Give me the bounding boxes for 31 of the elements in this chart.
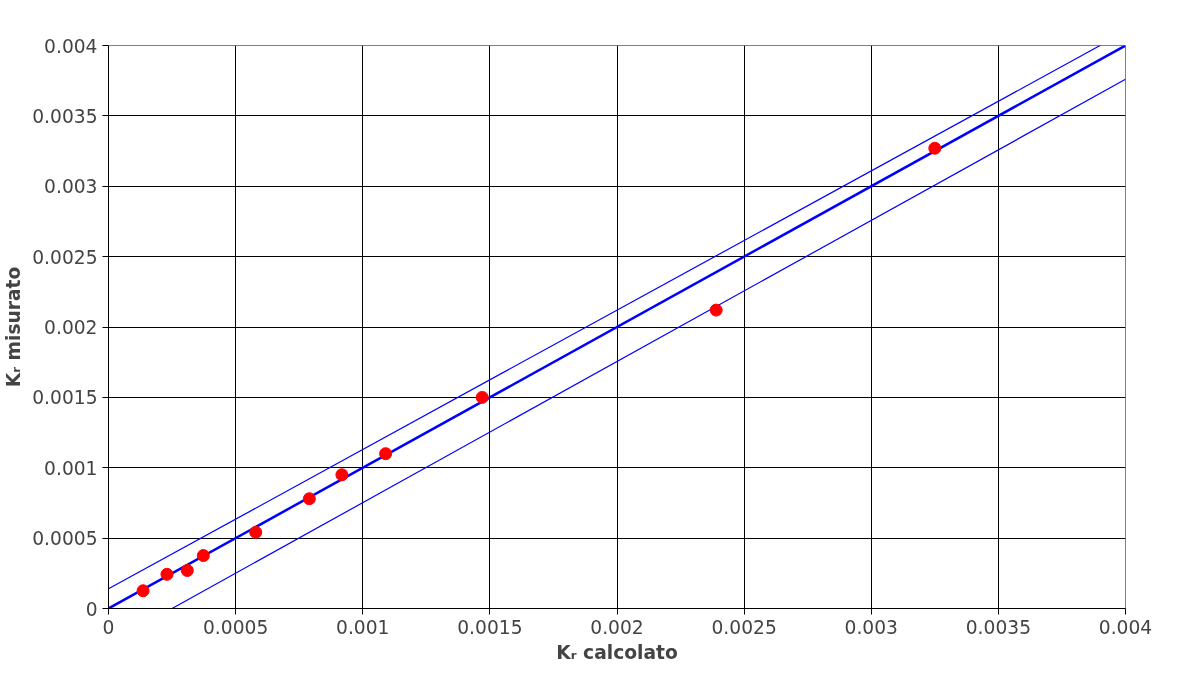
y-tick-label: 0.0035	[32, 105, 98, 127]
point	[302, 492, 316, 506]
x-tick-label: 0.0015	[457, 616, 523, 638]
y-tick-label: 0.0005	[32, 528, 98, 550]
point	[180, 564, 194, 577]
x-tick-label: 0.0025	[711, 616, 777, 638]
point	[196, 549, 210, 563]
point	[249, 525, 263, 539]
point	[379, 447, 393, 461]
y-tick-label: 0.001	[44, 457, 98, 479]
point	[475, 390, 489, 404]
point	[709, 303, 723, 317]
y-tick-label: 0.003	[44, 176, 98, 198]
x-tick-label: 0	[102, 616, 115, 638]
x-tick-label: 0.002	[590, 616, 644, 638]
y-tick-label: 0.004	[44, 35, 98, 57]
y-tick-label: 0.0015	[32, 387, 98, 409]
x-tick-label: 0.003	[844, 616, 898, 638]
x-tick-label: 0.0005	[202, 616, 269, 638]
x-tick-label: 0.004	[1098, 616, 1153, 638]
x-tick-label: 0.001	[336, 616, 390, 638]
y-axis-title: Kᵣ misurato	[3, 266, 25, 388]
x-axis-title: Kᵣ calcolato	[556, 641, 678, 663]
point	[160, 567, 174, 581]
x-tick-label: 0.0035	[965, 616, 1032, 638]
point	[136, 584, 150, 598]
y-tick-label: 0.0025	[32, 246, 98, 268]
y-tick-label: 0	[85, 598, 98, 620]
point	[335, 468, 349, 482]
y-tick-label: 0.002	[44, 317, 98, 338]
point	[928, 141, 942, 155]
